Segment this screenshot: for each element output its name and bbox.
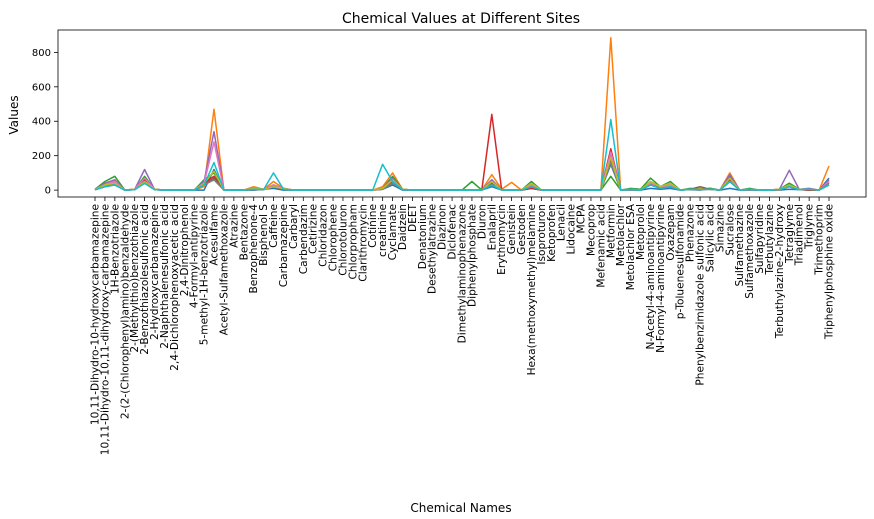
- x-tick-label: Bentazone: [238, 204, 250, 260]
- x-axis-label: Chemical Names: [410, 501, 511, 515]
- x-tick-label: Sulfamethazine: [734, 204, 746, 287]
- x-tick-label: Trimethoprim: [814, 204, 826, 276]
- x-tick-label: Tetraglyme: [784, 204, 796, 264]
- series-line-10: [94, 118, 830, 191]
- x-tick-label: Diphenylphosphate: [466, 204, 478, 307]
- x-tick-label: Diazinon: [437, 204, 449, 250]
- x-tick-label: 2,4-Dinitrophenol: [179, 204, 191, 296]
- x-tick-label: Denatonium: [417, 204, 429, 269]
- x-tick-label: Enalapril: [486, 204, 498, 250]
- x-tick-label: Sulfamethoxazole: [744, 204, 756, 299]
- x-tick-label: 2-Hydroxycarbamazepine: [149, 204, 161, 340]
- x-tick-label: Isoproturon: [536, 204, 548, 265]
- x-tick-label: Sucralose: [724, 204, 736, 256]
- x-tick-label: 2,4-Dichlorophenoxyacetic acid: [169, 204, 181, 371]
- x-tick-label: Daidzein: [397, 204, 409, 250]
- x-tick-label: Mefenamic acid: [595, 204, 607, 288]
- x-tick-label: 2-Naphthalenesulfonic acid: [159, 204, 171, 349]
- x-tick-label: Carbamazepine: [278, 204, 290, 287]
- x-tick-label: Chlorophene: [328, 204, 340, 271]
- x-tick-label: Triadimenol: [794, 204, 806, 266]
- x-tick-label: Cotinine: [367, 204, 379, 248]
- x-tick-label: Metolachlor: [615, 203, 627, 266]
- x-tick-label: Simazine: [714, 204, 726, 252]
- x-tick-label: Salicylic acid: [704, 204, 716, 272]
- x-tick-label: Atrazine: [228, 204, 240, 248]
- x-tick-label: Oxazepam: [665, 204, 677, 261]
- x-tick-label: Acetyl-Sulfamethoxazole: [218, 204, 230, 335]
- x-tick-label: Mecoprop: [585, 204, 597, 256]
- x-tick-label: Chloridazon: [318, 204, 330, 267]
- y-tick-label: 400: [32, 117, 51, 128]
- series-line-2: [94, 36, 830, 191]
- x-tick-label: MCPA: [576, 203, 588, 233]
- plot-frame: [57, 29, 867, 198]
- x-tick-label: Cyclamate: [387, 204, 399, 260]
- x-tick-label: 2-(Methylthio)benzothiazole: [129, 204, 141, 353]
- y-tick-label: 800: [32, 48, 51, 59]
- x-tick-label: Carbaryl: [288, 204, 300, 249]
- y-tick-label: 200: [32, 151, 51, 162]
- x-tick-label: Lidocaine: [566, 204, 578, 255]
- x-tick-label: Lenacil: [556, 204, 568, 241]
- x-tick-label: Terbuthylazine-2-hydroxy: [774, 204, 786, 339]
- y-axis-label: Values: [7, 95, 21, 134]
- x-tick-label: p-Toluenesulfonamide: [675, 204, 687, 319]
- x-tick-label: 10,11-Dihydro-10,11-dihydroxy-carbamazep…: [99, 204, 111, 455]
- x-tick-label: Triglyme: [804, 204, 816, 250]
- x-tick-label: Diclofenac: [447, 204, 459, 260]
- x-tick-label: 1H-Benzotriazole: [109, 204, 121, 294]
- x-tick-label: Desethylatrazine: [427, 204, 439, 294]
- x-tick-label: Gestoden: [516, 204, 528, 255]
- x-tick-label: 2-(2-(Chlorophenyl)amino)benzaldehyde: [119, 204, 131, 419]
- x-tick-label: Cetirizine: [308, 204, 320, 254]
- x-tick-label: Benzophenone-4: [248, 204, 260, 294]
- x-tick-label: Phenazone: [685, 204, 697, 262]
- x-tick-label: N-Acetyl-4-aminoantipyrine: [645, 204, 657, 349]
- x-tick-label: Genistein: [506, 204, 518, 254]
- x-tick-label: Metformin: [605, 204, 617, 258]
- x-tick-label: Terbutylazine: [764, 204, 776, 276]
- x-tick-label: N-Formyl-4-aminoantipyrine: [655, 204, 667, 353]
- x-tick-label: 10,11-Dihydro-10-hydroxycarbamazepine: [90, 204, 102, 425]
- x-tick-label: 4-Formyl-antipyrine: [189, 204, 201, 308]
- plot-area: 0 200 400 600 800 10,11-Dihydro-10-hydroxycar…: [32, 36, 836, 455]
- x-tick-label: Diuron: [476, 204, 488, 239]
- x-tick-label: Clarithromycin: [357, 204, 369, 282]
- y-tick-label: 600: [32, 82, 51, 93]
- x-tick-label: 5-methyl-1H-benzotriazole: [199, 204, 211, 345]
- x-tick-label: 2-Benzothiazolesulfonic acid: [139, 204, 151, 355]
- x-tick-label: Carbendazim: [298, 204, 310, 274]
- chart-title: Chemical Values at Different Sites: [342, 11, 580, 27]
- x-tick-label: Caffeine: [268, 204, 280, 248]
- x-tick-label: DEET: [407, 203, 419, 232]
- x-tick-label: Ketoprofen: [546, 204, 558, 262]
- x-tick-label: Metoprolol: [635, 204, 647, 260]
- x-tick-label: Chlorotoluron: [337, 204, 349, 276]
- x-tick-label: creatinine: [377, 204, 389, 257]
- x-tick-label: Acesulfame: [209, 204, 221, 266]
- x-tick-label: Hexa(methoxymethyl)melamine: [526, 204, 538, 375]
- x-tick-label: Chlorpropham: [347, 204, 359, 279]
- x-tick-label: Phenylbenzimidazole sulfonic acid: [695, 204, 707, 386]
- x-tick-label: Bisphenol S: [258, 204, 270, 266]
- y-tick-label: 0: [45, 186, 51, 197]
- x-tick-label: Sulfapyridine: [754, 204, 766, 274]
- x-tick-label: Triphenylphosphine oxide: [824, 204, 836, 340]
- x-tick-label: Metolachlor ESA: [625, 203, 637, 290]
- x-tick-label: Dimethylaminophenazone: [457, 204, 469, 343]
- x-tick-label: Erythromycin: [496, 204, 508, 275]
